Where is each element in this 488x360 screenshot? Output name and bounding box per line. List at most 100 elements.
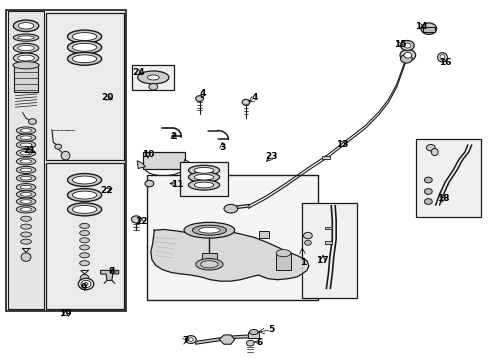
Ellipse shape — [67, 189, 102, 202]
Ellipse shape — [424, 189, 431, 194]
Ellipse shape — [303, 232, 312, 239]
Bar — [147, 175, 317, 300]
Ellipse shape — [276, 249, 290, 257]
Ellipse shape — [20, 159, 32, 163]
Ellipse shape — [20, 193, 32, 196]
Ellipse shape — [16, 166, 36, 174]
Ellipse shape — [72, 206, 97, 213]
Text: 1: 1 — [299, 258, 305, 267]
Ellipse shape — [20, 239, 31, 244]
Text: 12: 12 — [135, 217, 147, 226]
Ellipse shape — [400, 41, 413, 50]
Ellipse shape — [21, 253, 31, 261]
Bar — [422, 27, 434, 32]
Ellipse shape — [424, 177, 431, 183]
Bar — [325, 226, 331, 229]
Ellipse shape — [20, 208, 32, 211]
Ellipse shape — [437, 53, 447, 62]
Ellipse shape — [20, 151, 32, 155]
Text: 15: 15 — [393, 40, 406, 49]
Ellipse shape — [13, 53, 39, 63]
Ellipse shape — [67, 52, 102, 65]
Ellipse shape — [80, 238, 89, 243]
Ellipse shape — [149, 84, 158, 90]
Ellipse shape — [16, 175, 36, 182]
Polygon shape — [183, 159, 189, 167]
Text: 4: 4 — [250, 93, 257, 102]
Text: 7: 7 — [183, 336, 189, 345]
Ellipse shape — [185, 336, 196, 343]
Ellipse shape — [80, 261, 89, 266]
Ellipse shape — [28, 119, 36, 125]
Ellipse shape — [403, 43, 410, 48]
Ellipse shape — [80, 253, 89, 258]
Ellipse shape — [72, 43, 97, 51]
Ellipse shape — [439, 54, 444, 60]
Ellipse shape — [131, 216, 141, 223]
Ellipse shape — [55, 144, 61, 149]
Bar — [45, 13, 123, 160]
Ellipse shape — [195, 96, 203, 102]
Text: 21: 21 — [23, 146, 36, 155]
Text: 10: 10 — [142, 150, 154, 159]
Bar — [276, 253, 290, 270]
Ellipse shape — [13, 62, 39, 69]
Ellipse shape — [198, 227, 220, 233]
Bar — [180, 162, 227, 196]
Ellipse shape — [242, 99, 249, 105]
Ellipse shape — [188, 172, 219, 182]
Ellipse shape — [16, 198, 36, 205]
Text: 22: 22 — [101, 186, 113, 195]
Ellipse shape — [249, 329, 258, 334]
Ellipse shape — [195, 258, 223, 270]
Ellipse shape — [183, 222, 234, 238]
Ellipse shape — [200, 261, 218, 268]
Ellipse shape — [194, 182, 213, 188]
Ellipse shape — [80, 274, 89, 283]
Ellipse shape — [20, 143, 32, 147]
Ellipse shape — [13, 20, 39, 32]
Ellipse shape — [16, 191, 36, 198]
Ellipse shape — [426, 144, 434, 151]
Ellipse shape — [67, 41, 102, 54]
Text: 5: 5 — [267, 325, 274, 334]
Ellipse shape — [20, 232, 31, 237]
Ellipse shape — [20, 168, 32, 172]
Ellipse shape — [67, 203, 102, 216]
Ellipse shape — [16, 134, 36, 141]
Ellipse shape — [194, 167, 213, 173]
Ellipse shape — [18, 23, 34, 29]
Ellipse shape — [147, 75, 159, 80]
Ellipse shape — [20, 185, 32, 189]
Bar — [415, 139, 480, 217]
Ellipse shape — [84, 283, 88, 285]
Ellipse shape — [67, 174, 102, 186]
Ellipse shape — [80, 224, 89, 228]
Ellipse shape — [16, 127, 36, 134]
Ellipse shape — [400, 54, 411, 63]
Ellipse shape — [20, 176, 32, 180]
Text: 16: 16 — [438, 58, 451, 67]
Text: 8: 8 — [108, 267, 115, 276]
Bar — [45, 163, 123, 309]
Ellipse shape — [20, 136, 32, 139]
Bar — [202, 253, 216, 260]
Ellipse shape — [18, 45, 34, 50]
Ellipse shape — [20, 200, 32, 203]
Text: 13: 13 — [335, 140, 347, 149]
Polygon shape — [101, 270, 119, 280]
Text: 6: 6 — [256, 338, 262, 347]
Bar — [143, 152, 184, 168]
Ellipse shape — [16, 206, 36, 213]
Ellipse shape — [420, 23, 436, 35]
Text: 3: 3 — [219, 143, 225, 152]
Bar — [7, 12, 44, 309]
Ellipse shape — [16, 141, 36, 148]
Ellipse shape — [13, 34, 39, 41]
Ellipse shape — [224, 204, 237, 213]
Ellipse shape — [20, 224, 31, 229]
Ellipse shape — [67, 30, 102, 43]
Polygon shape — [151, 229, 308, 281]
Ellipse shape — [18, 55, 34, 61]
Bar — [325, 241, 331, 244]
